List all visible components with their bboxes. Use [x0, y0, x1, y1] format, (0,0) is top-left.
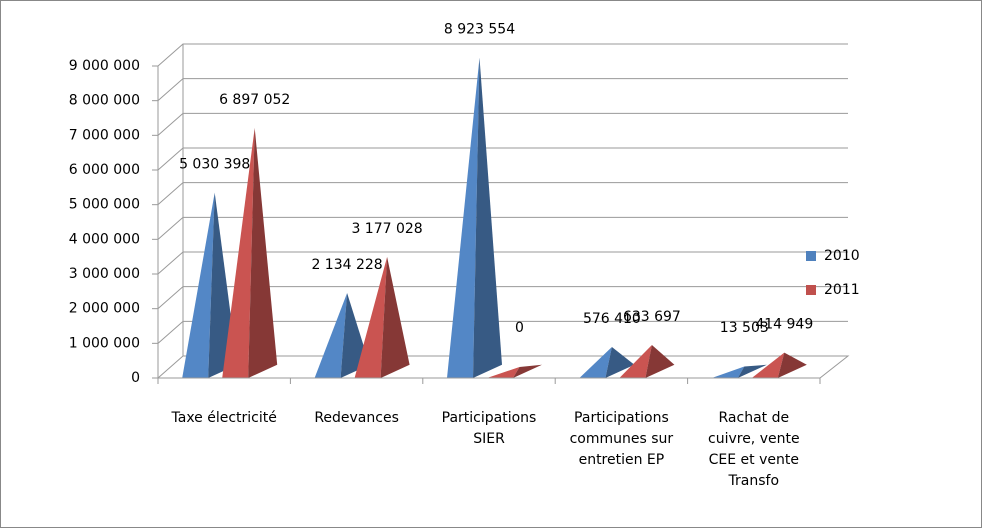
y-tick-label: 9 000 000 — [69, 58, 140, 74]
pyramid-right — [248, 127, 278, 379]
data-label: 576 410 — [583, 311, 641, 327]
pyramid-left — [314, 293, 348, 378]
pyramid-right — [605, 347, 635, 378]
legend-label: 2011 — [824, 282, 860, 298]
pyramid-left — [354, 256, 388, 378]
pyramid-right — [380, 256, 410, 378]
data-label: 633 697 — [623, 309, 681, 325]
y-tick-label: 7 000 000 — [69, 127, 140, 143]
legend-swatch — [806, 251, 816, 261]
legend-label: 2010 — [824, 248, 860, 264]
y-tick-label: 4 000 000 — [69, 231, 140, 247]
pyramid-left — [579, 347, 612, 378]
data-label: 8 923 554 — [444, 22, 515, 38]
pyramid-left — [447, 57, 480, 379]
data-label: 3 177 028 — [351, 221, 422, 237]
data-label: 6 897 052 — [219, 92, 290, 108]
pyramid-left — [487, 367, 520, 378]
pyramid-left — [222, 127, 255, 379]
y-tick-label: 8 000 000 — [69, 93, 140, 109]
pyramid-right — [777, 352, 807, 378]
legend-swatch — [806, 285, 816, 295]
y-tick-label: 2 000 000 — [69, 301, 140, 317]
data-label: 2 134 228 — [311, 257, 382, 273]
x-tick-label: Redevances — [314, 410, 399, 426]
pyramid-right — [645, 345, 675, 378]
x-tick-label: Participations SIER — [442, 410, 537, 447]
pyramid-left — [711, 366, 745, 378]
y-tick-label: 6 000 000 — [69, 162, 140, 178]
x-tick-label: Taxe électricité — [171, 410, 277, 426]
y-tick-label: 5 000 000 — [69, 197, 140, 213]
pyramid-right — [737, 364, 767, 378]
x-tick-label: Rachat de cuivre, vente CEE et vente Transf… — [708, 410, 800, 489]
y-tick-label: 1 000 000 — [69, 335, 140, 351]
data-label: 5 030 398 — [179, 157, 250, 173]
pyramid-left — [619, 345, 652, 378]
pyramid-left — [751, 352, 785, 378]
y-tick-label: 0 — [131, 370, 140, 386]
pyramid-right — [513, 364, 542, 378]
pyramid-left — [182, 192, 215, 378]
y-tick-label: 3 000 000 — [69, 266, 140, 282]
x-tick-label: Participations communes sur entretien EP — [570, 410, 674, 468]
pyramid-right — [473, 57, 502, 379]
data-label: 414 949 — [755, 317, 813, 333]
data-label: 13 503 — [720, 320, 769, 336]
data-label: 0 — [515, 320, 524, 336]
